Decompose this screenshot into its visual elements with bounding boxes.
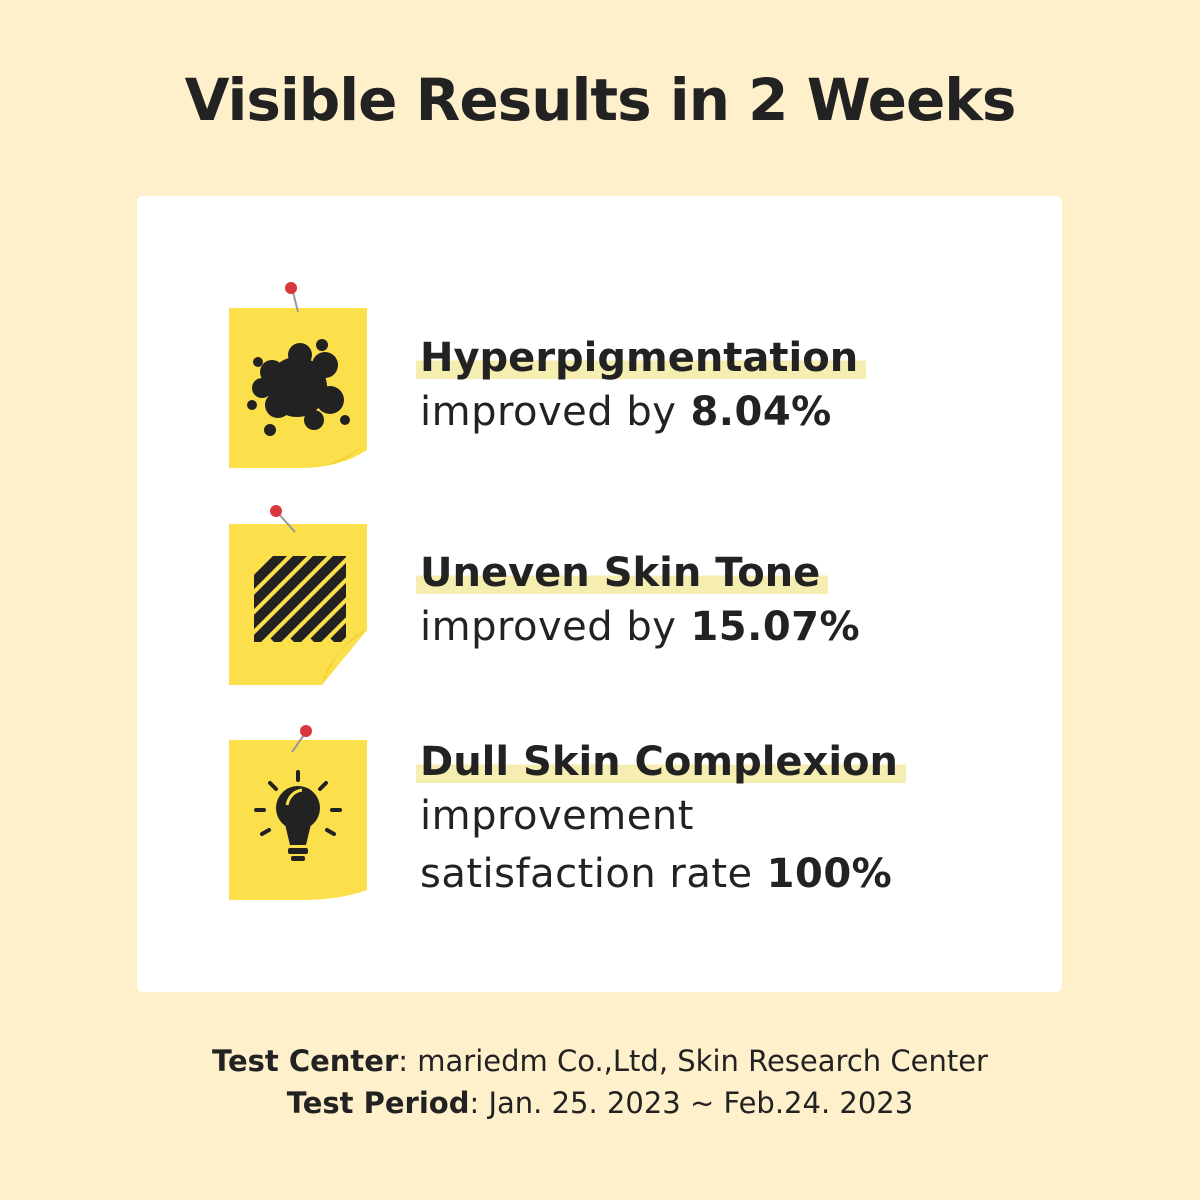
result-text: improved by <box>420 389 677 435</box>
note-1 <box>229 282 367 468</box>
result-value: 8.04% <box>690 389 832 435</box>
result-text: improvement <box>420 793 694 839</box>
result-text: improved by <box>420 604 677 650</box>
result-item: Dull Skin Complexion improvement satisfact… <box>416 737 907 903</box>
result-heading: Uneven Skin Tone <box>416 548 829 598</box>
note-3 <box>229 725 367 900</box>
result-value: 15.07% <box>690 604 861 650</box>
result-line: improvement <box>420 787 906 845</box>
title: Visible Results in 2 Weeks <box>184 66 1017 134</box>
result-item: Uneven Skin Tone improved by 15.07% <box>416 548 860 656</box>
result-heading: Hyperpigmentation <box>416 333 867 383</box>
footer-line: Test Center: mariedm Co.,Ltd, Skin Resea… <box>0 1040 1200 1082</box>
footer-text: : Jan. 25. 2023 ~ Feb.24. 2023 <box>469 1086 914 1120</box>
result-text: satisfaction rate <box>420 851 753 897</box>
footer-line: Test Period: Jan. 25. 2023 ~ Feb.24. 202… <box>0 1082 1200 1124</box>
footer-label: Test Period <box>286 1086 470 1120</box>
footer: Test Center: mariedm Co.,Ltd, Skin Resea… <box>0 1040 1200 1124</box>
result-line: improved by 8.04% <box>420 383 866 441</box>
result-value: 100% <box>766 851 893 897</box>
result-line: satisfaction rate 100% <box>420 845 906 903</box>
result-line: improved by 15.07% <box>420 598 860 656</box>
result-heading: Dull Skin Complexion <box>416 737 907 787</box>
result-item: Hyperpigmentation improved by 8.04% <box>416 333 867 441</box>
footer-label: Test Center <box>212 1044 399 1078</box>
footer-text: : mariedm Co.,Ltd, Skin Research Center <box>398 1044 988 1078</box>
note-2 <box>229 505 367 685</box>
